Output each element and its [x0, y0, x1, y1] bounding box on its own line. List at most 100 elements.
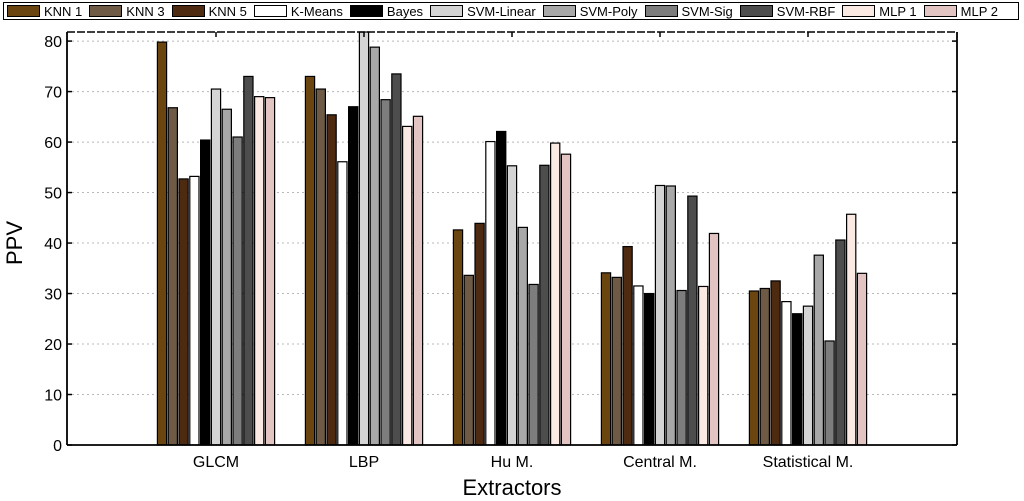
y-tick-label: 80: [44, 34, 62, 51]
bar-svm-sig-1: [380, 99, 391, 446]
y-tick-label: 40: [44, 236, 62, 253]
bar-svm-sig-4: [824, 340, 835, 446]
legend: KNN 1 KNN 3 KNN 5 K-Means Bayes SVM-Linear SVM…: [3, 2, 1019, 20]
x-axis-title: Extractors: [462, 475, 561, 500]
bar-svm-poly-4: [813, 254, 825, 446]
bar-svm-rbf-4: [835, 239, 846, 446]
bar-svm-linear-0: [210, 88, 222, 446]
bar-mlp-2-1: [412, 115, 424, 446]
bar-knn-3-0: [167, 107, 178, 446]
bar-mlp-1-3: [697, 285, 709, 446]
legend-item: KNN 1: [7, 4, 82, 19]
bar-svm-rbf-3: [687, 195, 698, 446]
bar-svm-rbf-1: [391, 73, 402, 446]
y-tick-label: 0: [53, 438, 62, 455]
legend-item: KNN 5: [171, 3, 247, 19]
legend-label: MLP 2: [960, 3, 998, 19]
legend-item: MLP 2: [923, 3, 998, 19]
y-tick-label: 20: [44, 337, 62, 354]
legend-swatch: [542, 5, 576, 17]
bar-mlp-1-1: [402, 125, 413, 446]
bar-knn-5-4: [770, 280, 781, 446]
legend-item: SVM-Linear: [430, 4, 536, 19]
bar-knn-1-2: [452, 229, 464, 446]
x-tick-label: Central M.: [623, 454, 697, 471]
bar-knn-5-1: [326, 114, 337, 446]
bar-svm-poly-3: [665, 185, 677, 446]
legend-label: SVM-Poly: [579, 3, 638, 19]
y-axis-title: PPV: [2, 221, 27, 265]
legend-label: MLP 1: [879, 3, 917, 19]
x-tick-label: GLCM: [193, 454, 239, 471]
legend-label: KNN 3: [126, 3, 165, 19]
bar-svm-linear-1: [358, 31, 370, 446]
legend-item: SVM-Sig: [644, 3, 733, 19]
bar-knn-3-2: [463, 274, 475, 446]
bar-knn-5-3: [622, 245, 633, 446]
legend-label: SVM-Sig: [681, 3, 733, 19]
bar-svm-linear-3: [654, 184, 666, 446]
bar-k-means-1: [337, 161, 348, 446]
bar-bayes-4: [791, 313, 803, 446]
legend-label: SVM-RBF: [776, 3, 836, 19]
bar-knn-5-2: [474, 222, 485, 446]
bar-knn-3-3: [611, 276, 623, 446]
legend-item: SVM-Poly: [542, 3, 638, 19]
legend-label: Bayes: [386, 3, 424, 19]
bar-knn-1-3: [600, 272, 612, 446]
legend-item: Bayes: [349, 3, 424, 19]
y-tick-label: 70: [44, 85, 62, 102]
bar-bayes-2: [496, 130, 507, 446]
bar-k-means-0: [189, 175, 200, 446]
legend-swatch: [644, 5, 678, 17]
legend-item: KNN 3: [89, 3, 165, 19]
bar-mlp-2-0: [264, 97, 276, 446]
y-tick-label: 60: [44, 135, 62, 152]
legend-swatch: [171, 5, 205, 17]
bar-svm-sig-0: [232, 136, 243, 446]
legend-swatch: [253, 5, 287, 17]
bar-svm-rbf-0: [243, 75, 254, 446]
legend-swatch: [7, 5, 40, 17]
legend-label: SVM-Linear: [467, 3, 536, 19]
bar-bayes-3: [643, 292, 655, 446]
bar-mlp-2-3: [708, 232, 720, 446]
bar-svm-linear-4: [802, 305, 814, 446]
bar-bayes-0: [200, 139, 211, 446]
bar-bayes-1: [348, 106, 359, 446]
bar-svm-linear-2: [506, 165, 518, 446]
bar-knn-3-1: [315, 88, 327, 446]
bar-svm-rbf-2: [539, 164, 550, 446]
bar-k-means-3: [633, 285, 644, 446]
bar-k-means-4: [781, 301, 792, 446]
bar-knn-1-0: [156, 41, 168, 446]
legend-item: MLP 1: [842, 3, 917, 19]
bar-knn-1-1: [304, 75, 316, 446]
bar-mlp-2-2: [560, 153, 572, 446]
legend-item: K-Means: [253, 3, 343, 19]
legend-item: SVM-RBF: [739, 3, 836, 19]
bar-mlp-1-4: [845, 213, 857, 446]
legend-swatch: [842, 5, 876, 17]
bar-svm-sig-2: [528, 283, 539, 446]
bar-svm-poly-1: [369, 46, 381, 446]
bar-knn-3-4: [759, 287, 771, 446]
bar-svm-sig-3: [676, 289, 687, 446]
legend-swatch: [739, 5, 773, 17]
x-tick-label: Statistical M.: [763, 454, 854, 471]
legend-label: KNN 1: [44, 3, 83, 19]
bar-mlp-1-0: [254, 96, 265, 446]
axes: 0 10 20 30 40 50 60 70 80 GLCM LBP Hu M. Central M. S…: [44, 31, 958, 471]
bar-knn-5-0: [178, 178, 189, 446]
bar-mlp-1-2: [549, 142, 561, 446]
legend-swatch: [89, 5, 123, 17]
y-tick-label: 10: [44, 388, 62, 405]
legend-swatch: [349, 5, 383, 17]
bar-svm-poly-0: [221, 108, 232, 446]
bar-k-means-2: [485, 140, 496, 446]
x-tick-label: LBP: [349, 454, 379, 471]
y-tick-label: 30: [44, 287, 62, 304]
legend-label: KNN 5: [208, 3, 247, 19]
legend-label: K-Means: [290, 3, 343, 19]
